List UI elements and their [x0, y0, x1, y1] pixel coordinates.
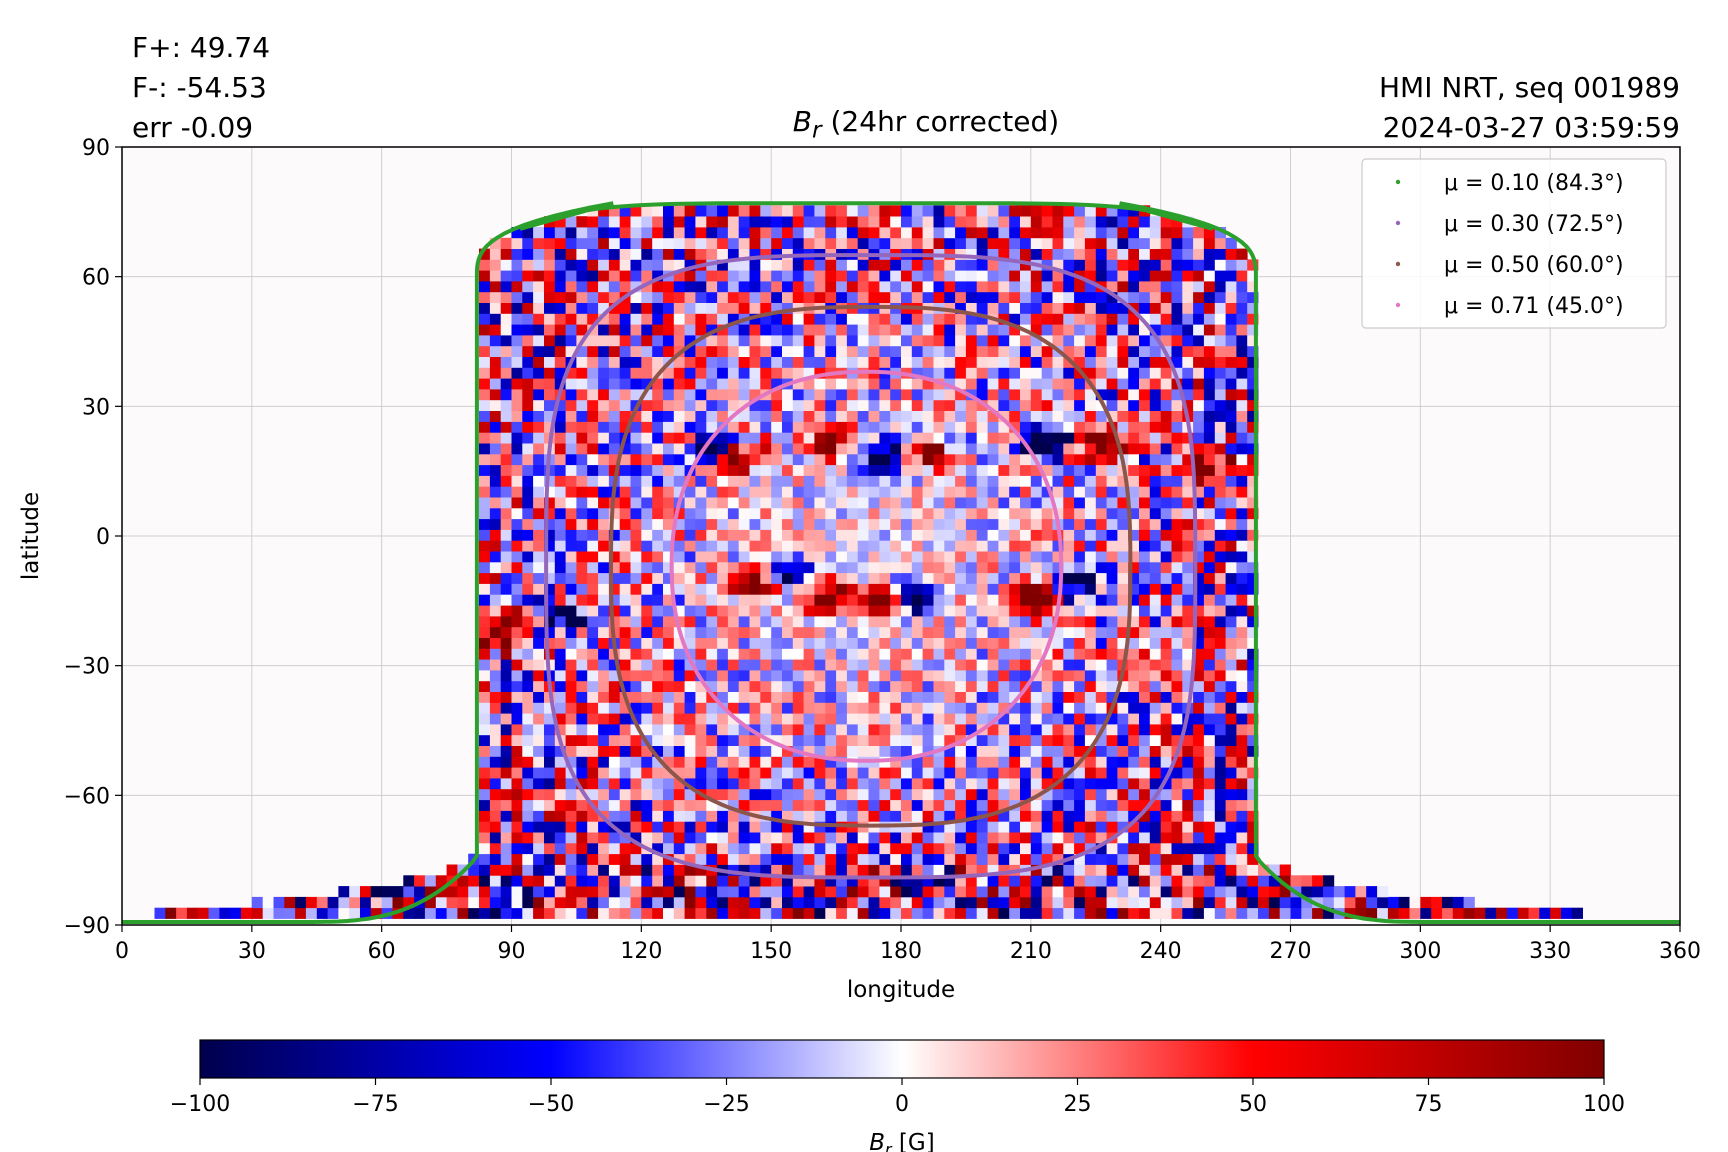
- legend-marker: [1395, 220, 1401, 226]
- source-info: HMI NRT, seq 001989 2024-03-27 03:59:59: [1379, 68, 1680, 148]
- colorbar-tick-label: 0: [895, 1092, 909, 1117]
- legend: μ = 0.10 (84.3°) μ = 0.30 (72.5°) μ = 0.50…: [1361, 158, 1667, 329]
- colorbar-tick-label: 75: [1415, 1092, 1443, 1117]
- y-axis-ticks: −90 −60 −30 0 30 60 90: [64, 136, 122, 939]
- x-axis-label: longitude: [847, 977, 955, 1003]
- flux-negative: F-: -54.53: [132, 71, 267, 104]
- legend-box: [1361, 158, 1667, 329]
- legend-entry: μ = 0.71 (45.0°): [1444, 294, 1624, 319]
- colorbar-tick-label: −50: [528, 1092, 574, 1117]
- colorbar-tick-label: 50: [1239, 1092, 1267, 1117]
- x-tick-label: 90: [498, 939, 526, 964]
- y-tick-label: 30: [82, 395, 110, 420]
- mu-curve-0.50: [608, 304, 1133, 828]
- x-tick-label: 270: [1270, 939, 1312, 964]
- legend-marker: [1395, 179, 1401, 185]
- mu-contours: [122, 201, 1680, 924]
- x-tick-label: 0: [115, 939, 129, 964]
- y-tick-label: −30: [64, 655, 110, 680]
- legend-entry: μ = 0.50 (60.0°): [1444, 253, 1624, 278]
- y-tick-label: 60: [82, 266, 110, 291]
- legend-marker: [1395, 261, 1401, 267]
- mu-curve-0.71: [669, 369, 1064, 763]
- y-tick-label: −90: [64, 914, 110, 939]
- x-tick-label: 120: [620, 939, 662, 964]
- x-tick-label: 30: [238, 939, 266, 964]
- x-tick-label: 210: [1010, 939, 1052, 964]
- legend-entry: μ = 0.30 (72.5°): [1444, 212, 1624, 237]
- chart-title: Br (24hr corrected): [792, 105, 1060, 144]
- y-tick-label: 90: [82, 136, 110, 161]
- colorbar-ticks: −100 −75 −50 −25 0 25 50 75 100: [170, 1078, 1625, 1117]
- legend-marker: [1395, 302, 1401, 308]
- colorbar-tick-label: −75: [352, 1092, 398, 1117]
- colorbar-tick-label: −100: [170, 1092, 230, 1117]
- colorbar-tick-label: 25: [1064, 1092, 1092, 1117]
- y-tick-label: −60: [64, 784, 110, 809]
- x-tick-label: 300: [1399, 939, 1441, 964]
- mu-curve-0.30: [544, 253, 1198, 880]
- source-sequence: HMI NRT, seq 001989: [1378, 71, 1680, 104]
- flux-positive: F+: 49.74: [132, 31, 271, 64]
- colorbar-tick-label: −25: [703, 1092, 749, 1117]
- x-tick-label: 150: [750, 939, 792, 964]
- source-timestamp: 2024-03-27 03:59:59: [1382, 111, 1680, 144]
- x-tick-label: 360: [1659, 939, 1701, 964]
- x-axis-ticks: 0 30 60 90 120 150 180 210 240 270 300 330 360: [115, 925, 1701, 964]
- colorbar-label: Br [G]: [869, 1130, 934, 1152]
- legend-entry: μ = 0.10 (84.3°): [1444, 171, 1624, 196]
- y-tick-label: 0: [96, 525, 110, 550]
- y-axis-label: latitude: [18, 492, 44, 580]
- x-tick-label: 180: [880, 939, 922, 964]
- flux-stats: F+: 49.74 F-: -54.53 err -0.09: [132, 28, 270, 148]
- flux-error: err -0.09: [132, 111, 254, 144]
- x-tick-label: 330: [1529, 939, 1571, 964]
- mu-curve-0.10: [122, 201, 1680, 924]
- x-tick-label: 60: [368, 939, 396, 964]
- colorbar: [199, 1039, 1605, 1079]
- colorbar-tick-label: 100: [1583, 1092, 1625, 1117]
- x-tick-label: 240: [1140, 939, 1182, 964]
